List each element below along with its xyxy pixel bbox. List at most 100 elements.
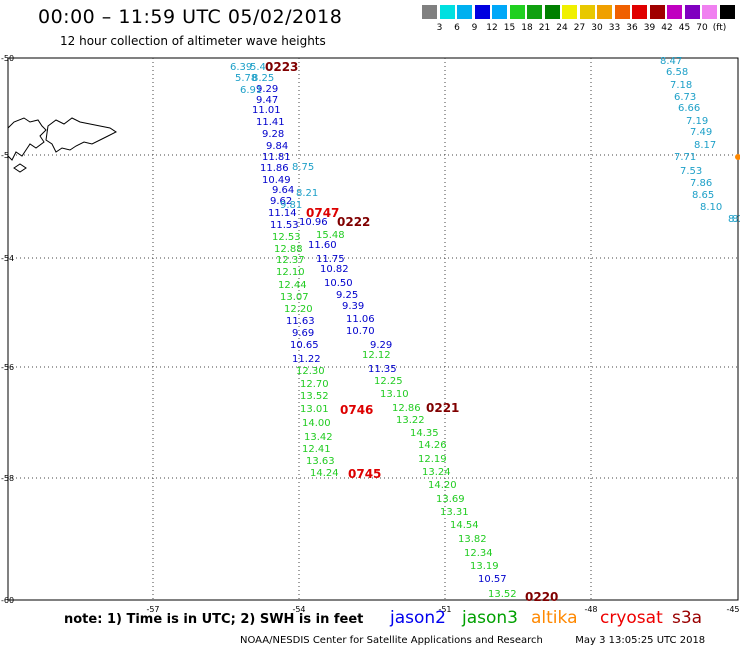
wave-height-value: 10.50 <box>324 278 353 289</box>
latitude-label: -60 <box>1 596 14 605</box>
wave-height-value: 9.81 <box>280 200 302 211</box>
wave-height-value: 9.28 <box>262 129 284 140</box>
wave-height-value: 8.10 <box>700 202 722 213</box>
pass-time-label: 0221 <box>426 401 459 415</box>
wave-height-value: 15.48 <box>316 230 345 241</box>
color-swatch <box>439 5 455 19</box>
altika-edge-dot <box>735 154 740 160</box>
wave-height-value: 10.57 <box>478 574 507 585</box>
wave-height-value: 11.86 <box>260 163 289 174</box>
color-swatch <box>562 5 577 19</box>
wave-height-value: 12.30 <box>296 366 325 377</box>
color-swatch <box>457 5 472 19</box>
wave-height-value: 12.41 <box>302 444 331 455</box>
wave-height-value: 10.70 <box>346 326 375 337</box>
wave-height-value: 7.53 <box>680 166 702 177</box>
wave-height-value: 14.00 <box>302 418 331 429</box>
wave-height-value: 12.70 <box>300 379 329 390</box>
footer: NOAA/NESDIS Center for Satellite Applica… <box>240 635 705 646</box>
wave-height-value: 8. <box>732 214 740 225</box>
longitude-label: -51 <box>438 605 451 614</box>
footer-center: NOAA/NESDIS Center for Satellite Applica… <box>240 635 543 646</box>
pass-time-label: 0746 <box>340 403 373 417</box>
wave-height-value: 9.62 <box>270 196 292 207</box>
wave-height-value: 10.49 <box>262 175 291 186</box>
color-swatch <box>684 5 700 19</box>
wave-height-value: 11.75 <box>316 254 345 265</box>
wave-height-value: 12.12 <box>362 350 391 361</box>
pass-time-label: 0223 <box>265 60 298 74</box>
wave-height-value: 11.63 <box>286 316 315 327</box>
east-falkland-island <box>45 117 117 153</box>
wave-height-value: 13.22 <box>396 415 425 426</box>
wave-height-value: 12.20 <box>284 304 313 315</box>
wave-height-value: 12.10 <box>276 267 305 278</box>
wave-height-value: 9.84 <box>266 141 288 152</box>
wave-height-value: 6.58 <box>666 67 688 78</box>
wave-height-value: 8.21 <box>296 188 318 199</box>
wave-height-value: 8.1 <box>728 214 740 225</box>
wave-height-value: 10.96 <box>299 217 328 228</box>
pass-time-label: 0222 <box>337 215 370 229</box>
wave-height-value: 11.60 <box>308 240 337 251</box>
wave-height-value: 12.88 <box>274 244 303 255</box>
color-swatch <box>632 5 647 19</box>
wave-height-value: 9.29 <box>370 340 392 351</box>
color-scale-label: 70 <box>696 23 708 33</box>
wave-height-value: 9.29 <box>256 84 278 95</box>
color-scale-label: 9 <box>471 23 478 33</box>
wave-height-value: 9.25 <box>336 290 358 301</box>
wave-height-value: 9.69 <box>292 328 314 339</box>
wave-height-value: 11.41 <box>256 117 285 128</box>
wave-height-value: 7.86 <box>690 178 712 189</box>
color-scale-label: 15 <box>503 23 516 33</box>
wave-height-value: 11.81 <box>262 152 291 163</box>
wave-height-value: 5.78 <box>235 73 257 84</box>
color-swatch <box>702 5 717 19</box>
color-scale-label: 36 <box>626 23 638 33</box>
wave-height-value: 12.25 <box>374 376 403 387</box>
wave-height-value: 10.82 <box>320 264 349 275</box>
wave-height-value: 14.54 <box>450 520 479 531</box>
color-scale-label: 30 <box>591 23 603 33</box>
wave-height-value: 13.42 <box>304 432 333 443</box>
wave-height-value: 13.31 <box>440 507 469 518</box>
color-swatch <box>614 5 630 19</box>
wave-height-value: 8.47 <box>660 56 682 67</box>
longitude-label: -57 <box>146 605 159 614</box>
wave-height-value: 13.10 <box>380 389 409 400</box>
wave-height-value: 11.14 <box>268 208 297 219</box>
color-scale-label: 24 <box>556 23 568 33</box>
legend-item-jason3: jason3 <box>462 608 518 628</box>
wave-height-value: 13.52 <box>488 589 517 600</box>
wave-height-value: 5.40 <box>250 62 272 73</box>
wave-height-value: 6.39 <box>230 62 252 73</box>
wave-height-value: 11.06 <box>346 314 375 325</box>
color-swatch <box>719 5 735 19</box>
legend-item-jason2: jason2 <box>390 608 446 628</box>
color-swatch <box>492 5 507 19</box>
wave-height-value: 10.65 <box>290 340 319 351</box>
color-scale-label: 3 <box>436 23 443 33</box>
color-swatch <box>422 5 437 19</box>
color-scale-label: 27 <box>573 23 586 33</box>
wave-height-value: 9.39 <box>342 301 364 312</box>
wave-height-value: 9.64 <box>272 185 294 196</box>
color-swatch <box>527 5 542 19</box>
wave-height-value: 7.49 <box>690 127 712 138</box>
longitude-label: -54 <box>292 605 305 614</box>
wave-height-value: 13.82 <box>458 534 487 545</box>
wave-height-value: 12.34 <box>464 548 493 559</box>
wave-height-value: 11.01 <box>252 105 281 116</box>
wave-height-value: 14.26 <box>418 440 447 451</box>
wave-height-value: 13.63 <box>306 456 335 467</box>
wave-height-value: 7.71 <box>674 152 696 163</box>
wave-height-value: 7.18 <box>670 80 692 91</box>
wave-height-value: 11.53 <box>270 220 299 231</box>
color-swatch <box>474 5 490 19</box>
latitude-label: -50 <box>1 54 14 63</box>
wave-height-value: 8.75 <box>292 162 314 173</box>
color-scale-label: 6 <box>454 23 460 33</box>
wave-height-value: 12.44 <box>278 280 307 291</box>
